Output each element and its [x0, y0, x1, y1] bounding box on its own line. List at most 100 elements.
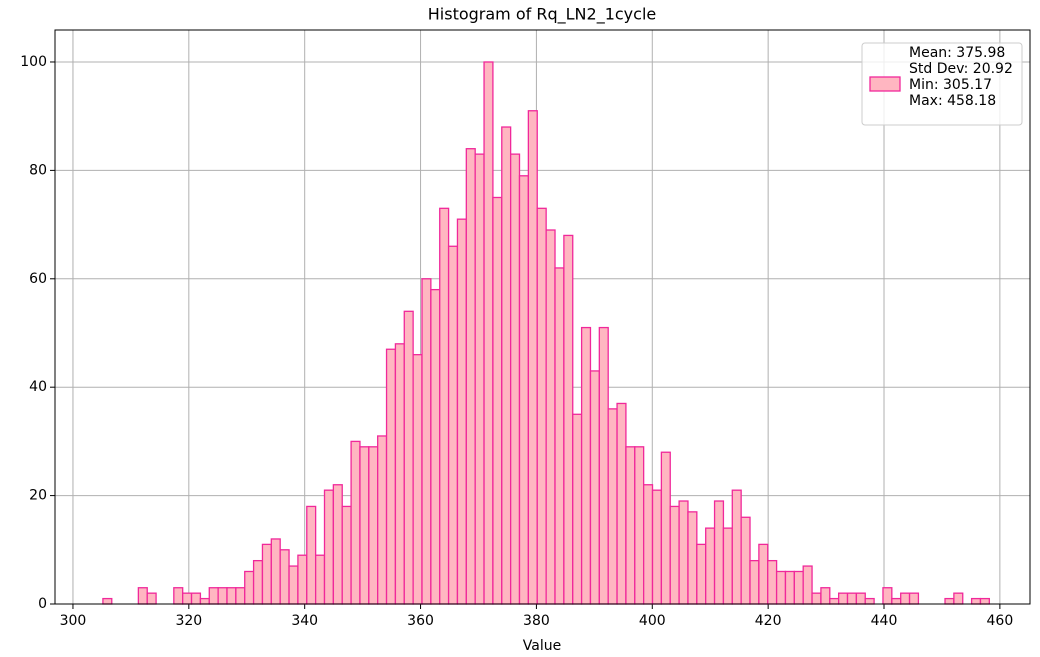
- bar: [252, 559, 264, 605]
- bar: [509, 153, 521, 605]
- bar: [740, 516, 751, 605]
- y-tick-label: 0: [38, 596, 47, 612]
- bar: [811, 592, 822, 605]
- bar: [545, 229, 556, 605]
- bar: [314, 554, 326, 605]
- bar: [341, 505, 352, 605]
- bar: [359, 446, 370, 605]
- bar: [705, 527, 716, 605]
- bar: [447, 245, 459, 605]
- bar: [182, 592, 193, 605]
- bar: [634, 446, 645, 605]
- bar: [403, 310, 414, 605]
- y-tick-label: 20: [29, 488, 47, 504]
- bar: [713, 500, 725, 605]
- bar: [891, 597, 902, 605]
- bar: [882, 587, 893, 605]
- x-tick-label: 320: [175, 613, 202, 629]
- bar: [829, 597, 840, 605]
- bar: [731, 489, 742, 605]
- bar: [749, 559, 760, 605]
- bar: [146, 592, 157, 605]
- bar: [687, 511, 698, 605]
- chart-title: Histogram of Rq_LN2_1cycle: [428, 5, 656, 25]
- x-tick-label: 400: [639, 613, 666, 629]
- bar: [306, 505, 317, 605]
- bar: [421, 278, 432, 605]
- bar: [908, 592, 920, 605]
- bar: [173, 587, 184, 605]
- legend-label: Std Dev: 20.92: [909, 61, 1013, 77]
- bar: [563, 234, 574, 605]
- bar: [474, 153, 485, 605]
- bar: [864, 597, 875, 605]
- bar: [501, 126, 512, 605]
- bar: [439, 207, 450, 605]
- bar: [279, 549, 290, 605]
- bar: [793, 570, 804, 605]
- bar: [483, 61, 494, 605]
- bar: [616, 402, 627, 605]
- bar: [651, 489, 663, 605]
- bar: [332, 484, 343, 605]
- bar: [953, 592, 964, 605]
- bar: [368, 446, 379, 605]
- bar: [775, 570, 787, 605]
- bar: [900, 592, 911, 605]
- bar: [208, 587, 219, 605]
- bar: [767, 559, 778, 605]
- bar: [430, 288, 441, 605]
- bar: [607, 408, 618, 605]
- bar: [837, 592, 849, 605]
- bar: [589, 370, 600, 605]
- bar: [288, 565, 299, 605]
- bar: [669, 505, 680, 605]
- bar: [137, 587, 148, 605]
- bar: [235, 587, 246, 605]
- bar: [297, 554, 308, 605]
- legend-box: [861, 42, 1023, 126]
- x-tick-label: 380: [523, 613, 550, 629]
- x-tick-label: 460: [987, 613, 1014, 629]
- bar: [536, 207, 547, 605]
- bar: [385, 348, 397, 605]
- bar: [217, 587, 228, 605]
- x-tick-label: 440: [871, 613, 898, 629]
- bar: [554, 267, 565, 605]
- bar: [678, 500, 689, 605]
- bar: [412, 354, 423, 605]
- bar: [270, 538, 281, 605]
- bar: [944, 597, 955, 605]
- bar: [572, 413, 583, 605]
- axes-frame: [54, 29, 1031, 605]
- bar: [660, 451, 671, 605]
- x-tick-label: 340: [291, 613, 318, 629]
- bar: [323, 489, 335, 605]
- bar: [642, 484, 654, 605]
- bar: [456, 218, 467, 605]
- bar: [465, 148, 476, 605]
- bar: [518, 175, 530, 605]
- legend-label: Max: 458.18: [909, 93, 996, 109]
- bar: [722, 527, 733, 605]
- bar: [625, 446, 636, 605]
- bar: [492, 196, 503, 605]
- bar: [244, 570, 255, 605]
- bar: [102, 597, 113, 605]
- bar: [226, 587, 237, 605]
- y-tick-label: 80: [29, 162, 47, 178]
- y-tick-label: 100: [20, 54, 47, 70]
- bar: [580, 326, 592, 605]
- bar: [199, 597, 210, 605]
- y-tick-label: 40: [29, 379, 47, 395]
- bar: [970, 597, 982, 605]
- bar: [598, 326, 609, 605]
- bar: [377, 435, 388, 605]
- x-tick-label: 360: [407, 613, 434, 629]
- bar: [802, 565, 813, 605]
- x-axis-label: Value: [523, 638, 561, 654]
- x-tick-label: 300: [60, 613, 87, 629]
- bar: [979, 597, 990, 605]
- x-tick-label: 420: [755, 613, 782, 629]
